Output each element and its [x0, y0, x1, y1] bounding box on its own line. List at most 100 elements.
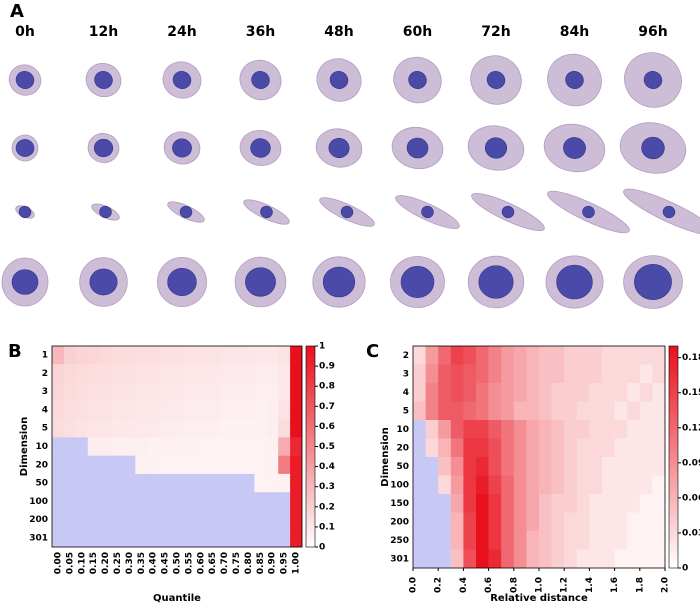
heatmap-cell [602, 531, 615, 550]
heatmap-cell [551, 364, 565, 384]
heatmap-cell [99, 400, 112, 420]
heatmap-cell [266, 473, 279, 493]
nucleus [421, 205, 434, 219]
heatmap-cell [111, 473, 124, 493]
heatmap-cell [450, 512, 464, 532]
heatmap-cell [111, 492, 124, 511]
x-tick-label: 0.35 [137, 552, 147, 574]
heatmap-cell [463, 457, 477, 476]
cell [239, 59, 282, 101]
cell [395, 195, 460, 229]
heatmap-cell [413, 346, 426, 365]
heatmap-cell [242, 473, 255, 493]
heatmap-cell [290, 510, 303, 530]
heatmap-cell [589, 512, 603, 532]
heatmap-cell [135, 419, 148, 438]
heatmap-cell [182, 364, 196, 383]
heatmap-cell [652, 346, 666, 365]
heatmap-cell [63, 400, 77, 420]
heatmap-cell [123, 437, 136, 456]
heatmap-cell [602, 420, 615, 439]
heatmap-cell [218, 346, 231, 365]
heatmap-cell [627, 346, 641, 365]
cell [470, 55, 522, 105]
heatmap-cell [123, 510, 136, 530]
y-tick-label: 4 [42, 405, 48, 415]
x-tick-label: 0.85 [256, 552, 266, 574]
nucleus [478, 265, 514, 299]
heatmap-cell [87, 346, 100, 365]
heatmap-cell [206, 346, 219, 365]
heatmap-cell [513, 457, 527, 476]
heatmap-cell [526, 364, 540, 384]
heatmap-cell [182, 528, 196, 548]
heatmap-cell [206, 528, 219, 548]
heatmap-cell [290, 492, 303, 511]
heatmap-cell [450, 364, 464, 384]
cell [156, 256, 208, 308]
y-tick-label: 301 [29, 533, 48, 543]
heatmap-cell [147, 510, 160, 530]
heatmap-cell [290, 473, 303, 493]
cell [623, 255, 683, 309]
cell [8, 64, 42, 96]
heatmap-cell [438, 364, 452, 384]
heatmap-cell [463, 531, 477, 550]
heatmap-cell [242, 492, 255, 511]
x-tick-label: 1.2 [560, 577, 570, 593]
y-axis-label: Dimension [19, 417, 30, 476]
heatmap-cell [551, 420, 565, 439]
heatmap-cell [52, 400, 65, 420]
heatmap-cell [639, 346, 653, 365]
heatmap-cell [87, 419, 100, 438]
heatmap-cell [450, 383, 464, 402]
time-label: 12h [89, 24, 118, 40]
x-tick-label: 0.8 [509, 577, 519, 593]
nucleus [15, 71, 35, 89]
heatmap-cell [501, 346, 515, 365]
heatmap-cell [171, 455, 184, 475]
heatmap-cell [75, 528, 89, 548]
heatmap-cell [52, 364, 65, 383]
nucleus [400, 266, 435, 298]
heatmap-cell [87, 382, 100, 402]
heatmap-cell [501, 401, 515, 421]
nucleus [11, 269, 39, 295]
heatmap-cell [123, 400, 136, 420]
cell [91, 203, 120, 221]
cell [315, 128, 363, 168]
colorbar-label: 0.1 [319, 522, 335, 532]
x-tick-label: 0.2 [434, 577, 444, 593]
heatmap-cell [614, 364, 628, 384]
heatmap-cell [194, 473, 208, 493]
heatmap-cell [99, 346, 112, 365]
heatmap-cell [589, 383, 603, 402]
heatmap-cell [63, 364, 77, 383]
heatmap-cell [438, 531, 452, 550]
heatmap-cell [413, 438, 426, 458]
heatmap-cell [450, 457, 464, 476]
heatmap-cell [254, 400, 267, 420]
heatmap-cell [627, 494, 641, 513]
heatmap-cell [425, 549, 439, 569]
heatmap-cell [513, 383, 527, 402]
colorbar-label: 0.15 [682, 388, 700, 398]
heatmap-cell [652, 512, 666, 532]
cell [167, 201, 205, 223]
heatmap-cell [551, 457, 565, 476]
x-tick-label: 0.70 [220, 552, 230, 574]
heatmap-cell [627, 475, 641, 495]
heatmap-cell [539, 494, 552, 513]
heatmap-cell [99, 419, 112, 438]
heatmap-cell [513, 420, 527, 439]
y-tick-label: 3 [42, 387, 48, 397]
heatmap-cell [218, 528, 231, 548]
heatmap-cell [589, 549, 603, 569]
heatmap-cell [159, 437, 172, 456]
heatmap-cell [413, 475, 426, 495]
heatmap-cell [639, 420, 653, 439]
heatmap-cell [438, 494, 452, 513]
heatmap-cell [242, 400, 255, 420]
heatmap-cell [111, 455, 124, 475]
